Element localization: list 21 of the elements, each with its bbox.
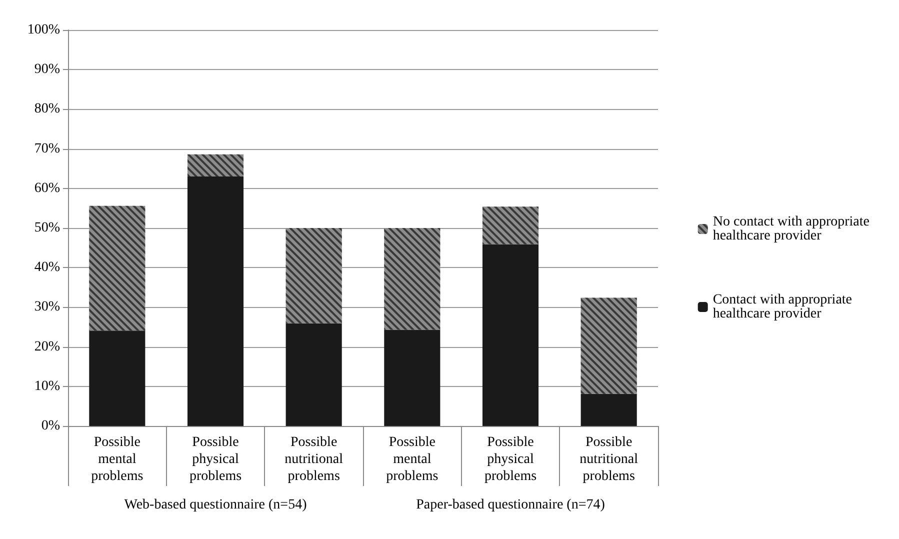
legend-label: No contact with appropriate healthcare provider xyxy=(712,214,874,244)
y-tick-label: 50% xyxy=(34,220,60,236)
y-tick-label: 80% xyxy=(34,102,60,117)
y-tick-label: 20% xyxy=(34,339,60,354)
y-tick-label: 90% xyxy=(34,62,60,78)
y-tick-label: 70% xyxy=(34,141,60,156)
text: Web-based questionnaire (n=54) xyxy=(124,498,308,512)
y-tick-label: 0% xyxy=(41,418,60,434)
legend-label: Contact with appropriate healthcare provider xyxy=(712,292,856,322)
x-tick-label: Possible physical problems xyxy=(189,435,242,484)
x-tick-label: Possible nutritional problems xyxy=(284,435,344,484)
y-tick-label: 100% xyxy=(27,22,60,38)
y-tick-label: 30% xyxy=(34,300,60,315)
x-tick-label: Possible mental problems xyxy=(91,435,144,484)
x-tick-label: Possible nutritional problems xyxy=(580,435,638,484)
x-tick-label: Possible mental problems xyxy=(386,435,438,484)
x-tick-label: Possible physical problems xyxy=(484,435,537,484)
y-tick-label: 60% xyxy=(34,180,60,196)
text: Paper-based questionnaire (n=74) xyxy=(416,498,606,512)
y-tick-label: 10% xyxy=(34,378,60,394)
y-tick-label: 40% xyxy=(34,260,60,276)
